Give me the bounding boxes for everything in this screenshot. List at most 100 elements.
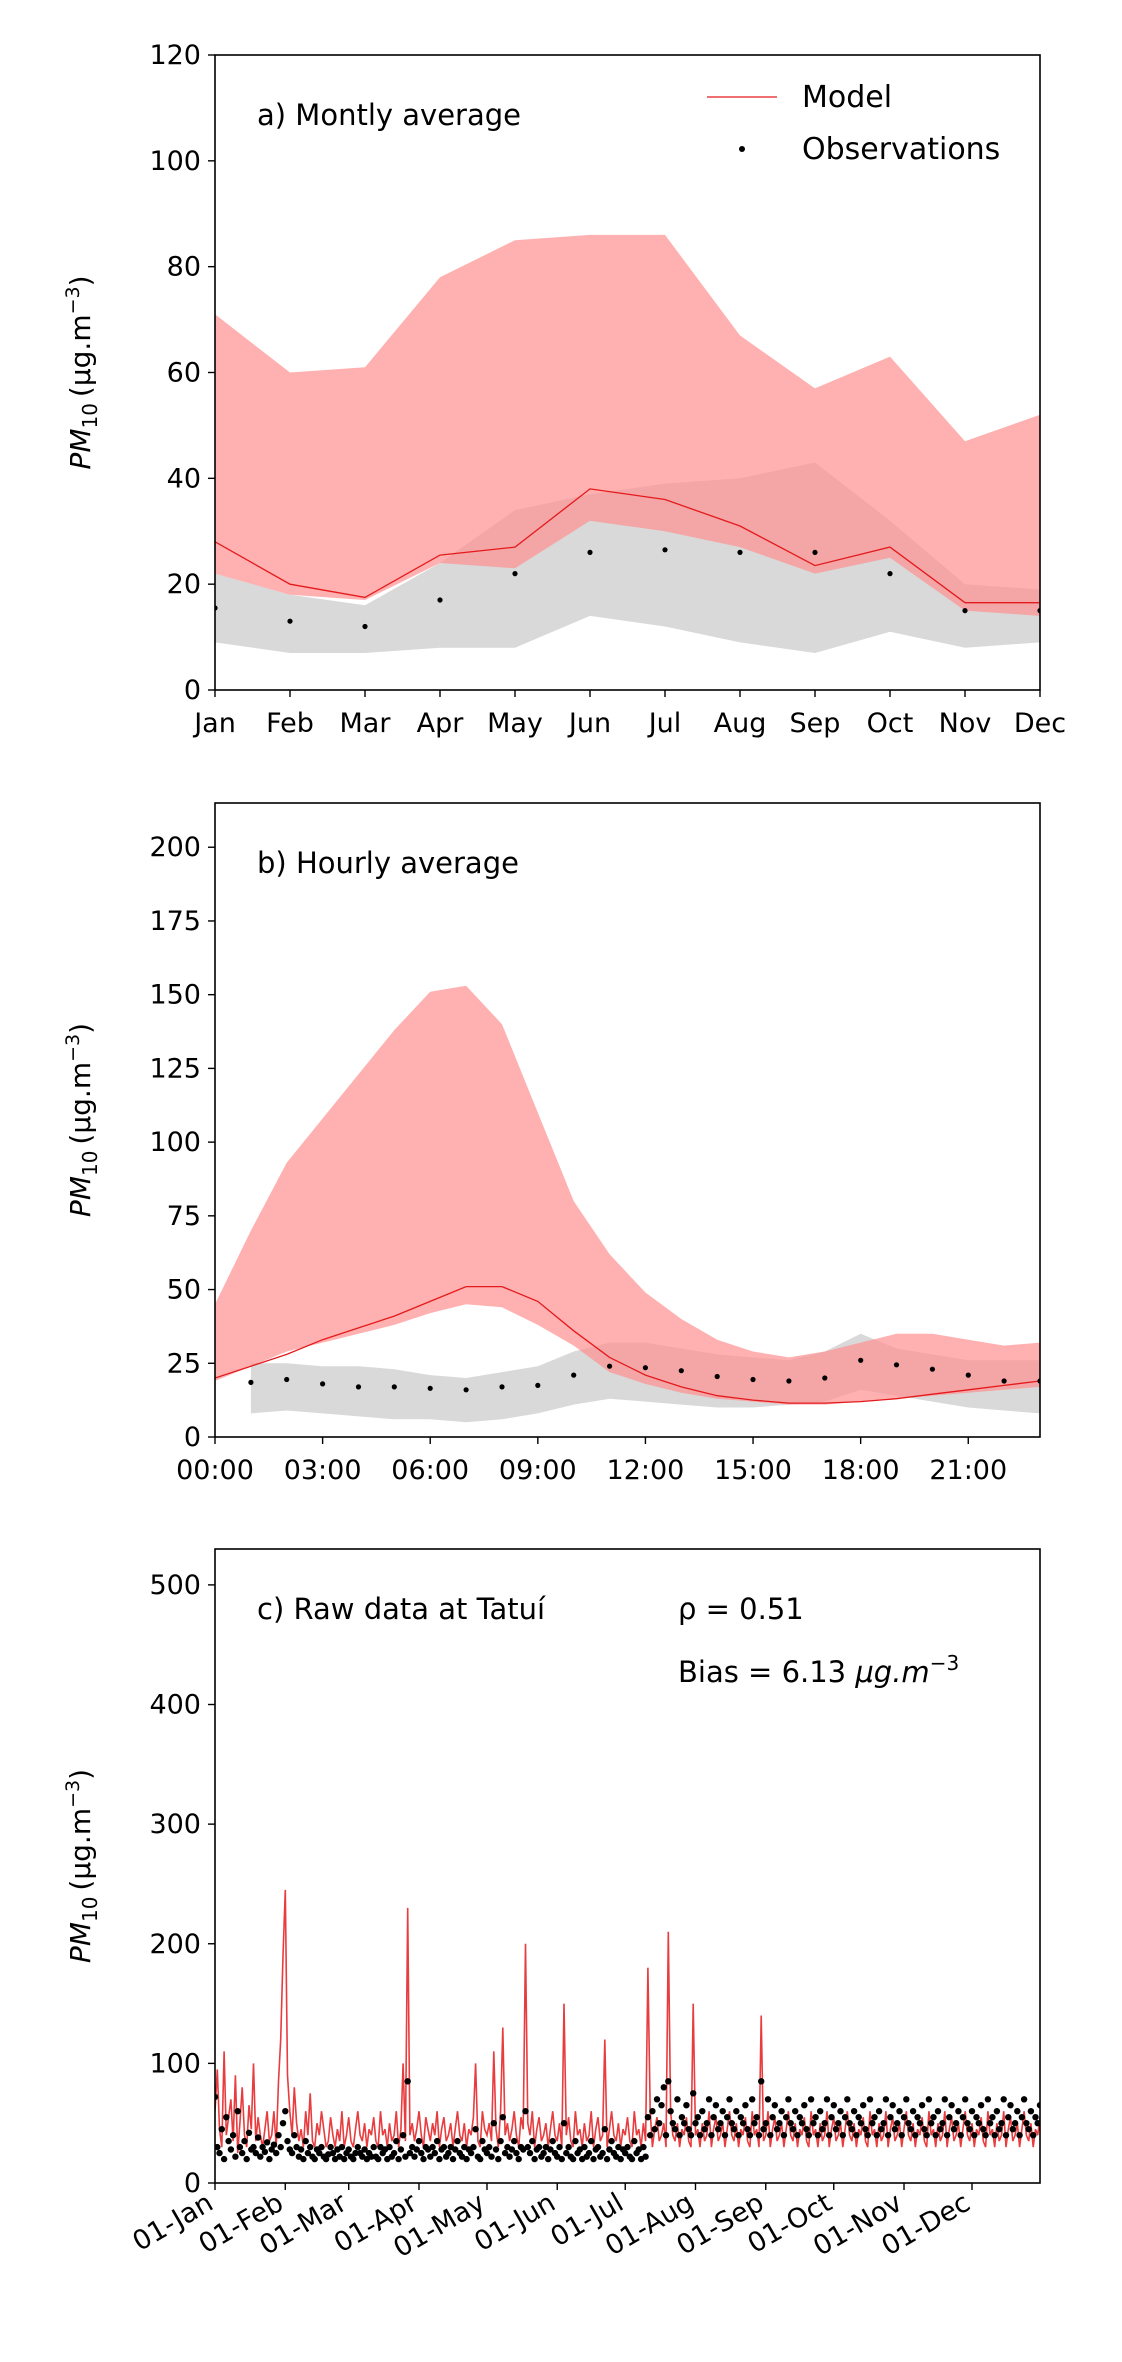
x-tick-label: 09:00 — [499, 1455, 577, 1486]
x-tick-label: Jan — [192, 708, 236, 739]
observation-point — [436, 2155, 443, 2163]
x-tick-label: 00:00 — [176, 1455, 254, 1486]
observation-point — [606, 2146, 613, 2153]
observation-point — [223, 2114, 230, 2121]
observation-point — [864, 2132, 871, 2139]
observation-point — [959, 2114, 967, 2121]
ylabel-exp: −3 — [62, 286, 84, 314]
observation-point — [547, 2146, 554, 2153]
observation-point — [971, 2132, 978, 2139]
bias-units: μg.m — [854, 1655, 929, 1689]
observation-point — [921, 2126, 928, 2133]
y-tick-label: 200 — [149, 1929, 201, 1960]
band-1 — [215, 985, 1040, 1405]
ylabel-exp: −3 — [62, 1034, 84, 1062]
observation-point — [594, 2143, 602, 2151]
observation-point — [730, 2126, 738, 2133]
bias-exp: −3 — [930, 1651, 959, 1675]
observation-point — [973, 2114, 980, 2121]
observation-point — [501, 2149, 509, 2157]
observation-point — [787, 2120, 794, 2127]
observation-point — [535, 1382, 541, 1388]
observation-point — [404, 2078, 411, 2085]
observation-point — [531, 2155, 538, 2163]
observation-point — [268, 2146, 275, 2153]
x-tick-label: Jun — [567, 708, 611, 739]
observation-point — [996, 2126, 1003, 2133]
observation-point — [418, 2149, 425, 2157]
correlation-annotation: ρ = 0.51 — [678, 1592, 804, 1626]
observation-point — [878, 2126, 885, 2133]
observation-point — [549, 2137, 556, 2145]
observation-point — [828, 2114, 835, 2121]
legend-observations-label: Observations — [802, 132, 1000, 167]
observation-point — [229, 2132, 237, 2139]
y-tick-label: 25 — [167, 1348, 201, 1379]
observation-point — [227, 2146, 235, 2153]
observation-point — [345, 2146, 352, 2153]
observation-point — [603, 2155, 611, 2163]
observation-point — [989, 2114, 996, 2121]
y-tick-label: 40 — [167, 463, 201, 494]
bias-annotation: Bias = 6.13 μg.m−3 — [678, 1651, 959, 1689]
x-tick-label: 21:00 — [929, 1455, 1007, 1486]
observation-point — [386, 2143, 393, 2151]
observation-point — [786, 1378, 792, 1384]
y-tick-label: 175 — [149, 906, 201, 937]
observation-point — [665, 2078, 672, 2085]
observation-point — [499, 1384, 505, 1390]
observation-point — [955, 2108, 962, 2115]
observation-point — [624, 2143, 631, 2151]
observation-point — [413, 2146, 420, 2153]
observation-point — [587, 549, 593, 556]
observation-point — [291, 2132, 298, 2139]
observation-point — [839, 2132, 846, 2139]
y-tick-label: 0 — [184, 675, 201, 706]
observation-point — [355, 1384, 362, 1390]
observation-point — [893, 1362, 900, 1368]
observation-point — [986, 2120, 994, 2127]
observation-point — [850, 2108, 858, 2115]
observation-point — [900, 2114, 908, 2121]
observation-point — [617, 2155, 624, 2163]
observation-point — [737, 549, 743, 556]
ylabel-close: ) — [64, 1023, 97, 1034]
y-axis-label: PM10 (μg.m−3) — [62, 1023, 102, 1217]
observation-point — [694, 2114, 701, 2121]
observation-point — [912, 2132, 919, 2139]
observation-point — [565, 2143, 572, 2151]
observation-point — [964, 2120, 971, 2127]
observation-point — [257, 2153, 264, 2160]
y-tick-label: 0 — [184, 1422, 201, 1453]
observation-point — [950, 2126, 958, 2133]
y-axis-label: PM10 (μg.m−3) — [62, 275, 102, 469]
observation-point — [739, 2120, 747, 2127]
observation-point — [814, 2132, 822, 2139]
observation-point — [556, 2143, 563, 2151]
observation-point — [245, 2129, 253, 2136]
observation-point — [508, 2146, 516, 2153]
observation-point — [236, 2143, 244, 2151]
observation-point — [452, 2146, 459, 2153]
plot-area-raw — [215, 1889, 1040, 2163]
observation-point — [862, 2126, 869, 2133]
observation-point — [284, 2137, 291, 2145]
observation-point — [1002, 2132, 1010, 2139]
observation-point — [889, 2102, 896, 2109]
observation-point — [805, 2132, 812, 2139]
observation-point — [873, 2132, 880, 2139]
observation-point — [515, 2155, 522, 2163]
observation-point — [588, 2137, 595, 2145]
observation-point — [841, 2114, 849, 2121]
observation-point — [923, 2132, 930, 2139]
observation-point — [628, 2155, 636, 2163]
x-tick-label: Jul — [647, 708, 682, 739]
observation-point — [354, 2143, 361, 2151]
y-tick-label: 100 — [149, 1127, 201, 1158]
panel-c-raw-data: 010020030040050001-Jan01-Feb01-Mar01-Apr… — [62, 1548, 1041, 2264]
observation-point — [243, 2155, 250, 2163]
observation-point — [248, 1379, 254, 1385]
observation-point — [232, 2153, 239, 2160]
observation-point — [946, 2114, 953, 2121]
observation-point — [506, 2153, 513, 2160]
